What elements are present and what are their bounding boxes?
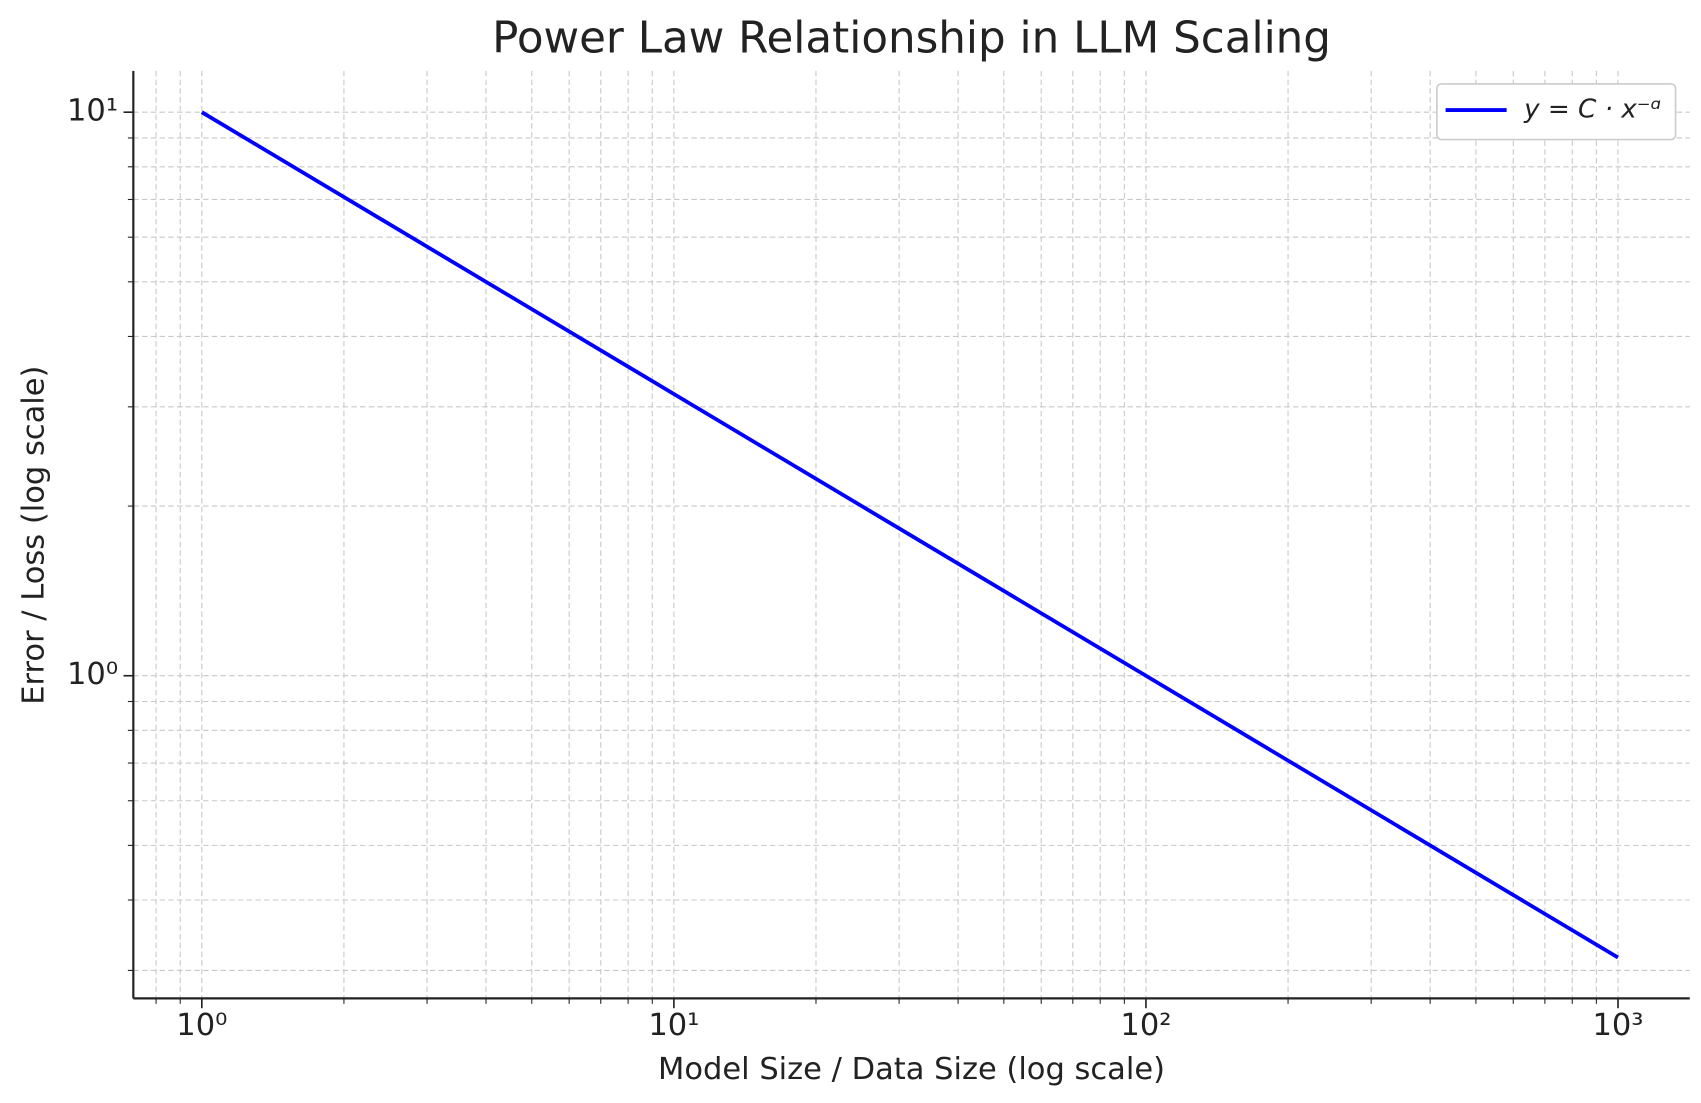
x-tick-label: 10²	[1120, 1008, 1171, 1043]
y-tick-label: 10⁰	[67, 657, 118, 692]
y-tick-label: 10¹	[67, 94, 118, 129]
x-tick-label: 10⁰	[176, 1008, 227, 1043]
x-tick-label: 10¹	[648, 1008, 699, 1043]
x-axis-label: Model Size / Data Size (log scale)	[658, 1052, 1165, 1087]
data-line	[200, 110, 1619, 960]
legend-box	[1436, 83, 1677, 141]
legend: y = C · x⁻ᵅ	[1436, 83, 1677, 141]
x-tick-label: 10³	[1592, 1008, 1643, 1043]
y-axis-label: Error / Loss (log scale)	[17, 366, 52, 705]
chart-title: Power Law Relationship in LLM Scaling	[492, 13, 1331, 63]
legend-label: y = C · x⁻ᵅ	[1523, 95, 1661, 125]
